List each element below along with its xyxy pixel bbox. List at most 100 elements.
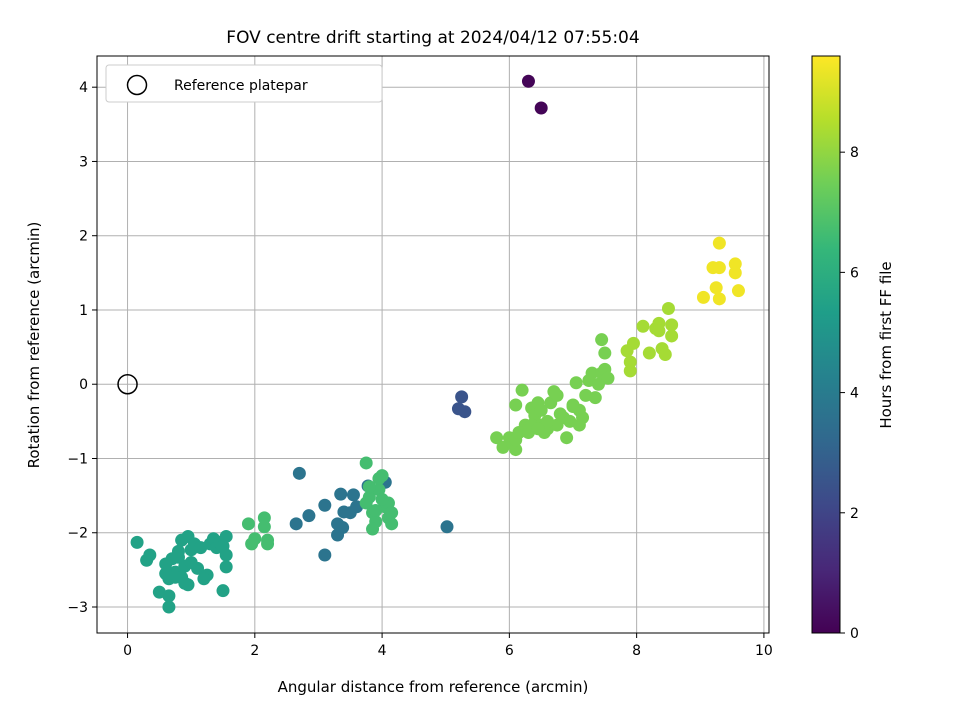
data-point: [184, 555, 198, 569]
data-point: [385, 517, 399, 531]
reference-point: [117, 373, 138, 395]
data-point: [375, 492, 389, 506]
legend-marker-icon: [126, 74, 148, 96]
x-tick-label: 8: [632, 643, 641, 659]
data-point: [359, 456, 373, 470]
data-point: [130, 535, 144, 549]
data-point: [534, 101, 548, 115]
data-point: [257, 511, 271, 525]
data-point: [219, 548, 233, 562]
data-point: [652, 324, 666, 338]
data-point: [318, 548, 332, 562]
data-point: [642, 346, 656, 360]
colorbar-tick-label: 6: [850, 265, 859, 281]
data-point: [658, 348, 672, 362]
data-point: [623, 364, 637, 378]
data-point: [346, 488, 360, 502]
axes: 0 2 4 6 8 10 −3 −2 −1 0 1 2 3 4: [67, 55, 773, 659]
data-point: [534, 403, 548, 417]
y-tick-label: 4: [79, 80, 88, 96]
data-point: [331, 528, 345, 542]
data-point: [665, 318, 679, 332]
data-point: [292, 466, 306, 480]
data-point: [455, 390, 469, 404]
data-point: [712, 292, 726, 306]
data-point: [598, 346, 612, 360]
x-axis-label: Angular distance from reference (arcmin): [278, 678, 589, 696]
data-point: [661, 301, 675, 315]
data-point: [219, 529, 233, 543]
data-point: [261, 537, 275, 551]
y-tick-label: −3: [67, 600, 88, 616]
data-point: [162, 589, 176, 603]
x-tick-label: 0: [123, 643, 132, 659]
data-point: [515, 383, 529, 397]
data-point: [372, 472, 386, 486]
data-point: [731, 284, 745, 298]
colorbar-tick-label: 2: [850, 506, 859, 522]
data-point: [626, 336, 640, 350]
data-point: [219, 560, 233, 574]
plot-frame: [96, 55, 770, 634]
data-point: [636, 319, 650, 333]
data-point: [728, 257, 742, 271]
data-point: [588, 391, 602, 405]
data-point: [569, 376, 583, 390]
data-point: [362, 480, 376, 494]
data-point: [591, 377, 605, 391]
data-point: [509, 398, 523, 412]
data-point: [531, 422, 545, 436]
colorbar: 0 2 4 6 8: [811, 55, 859, 642]
data-point: [197, 572, 211, 586]
data-point: [369, 503, 383, 517]
chart-title: FOV centre drift starting at 2024/04/12 …: [226, 28, 639, 48]
data-point: [257, 520, 271, 534]
data-point: [712, 261, 726, 275]
data-point: [241, 517, 255, 531]
data-point: [490, 431, 504, 445]
data-point: [318, 498, 332, 512]
data-point: [665, 329, 679, 343]
y-tick-label: −1: [67, 451, 88, 467]
legend: Reference platepar: [105, 64, 383, 103]
y-tick-label: 2: [79, 229, 88, 245]
data-points: [117, 74, 745, 614]
data-point: [171, 544, 185, 558]
colorbar-tick-label: 4: [850, 386, 859, 402]
y-tick-label: −2: [67, 526, 88, 542]
data-point: [709, 281, 723, 295]
colorbar-tick-label: 0: [850, 626, 859, 642]
x-tick-label: 6: [505, 643, 514, 659]
y-tick-label: 3: [79, 154, 88, 170]
data-point: [216, 584, 230, 598]
data-point: [696, 290, 710, 304]
colorbar-tick-label: 8: [850, 145, 859, 161]
colorbar-gradient: [811, 55, 841, 634]
data-point: [440, 520, 454, 534]
y-tick-label: 0: [79, 377, 88, 393]
data-point: [566, 400, 580, 414]
data-point: [334, 487, 348, 501]
data-point: [576, 411, 590, 425]
data-point: [521, 74, 535, 88]
y-axis-label: Rotation from reference (arcmin): [25, 222, 43, 469]
y-tick-label: 1: [79, 303, 88, 319]
data-point: [162, 600, 176, 614]
data-point: [289, 517, 303, 531]
data-point: [143, 548, 157, 562]
data-point: [585, 366, 599, 380]
data-point: [623, 355, 637, 369]
data-point: [366, 522, 380, 536]
colorbar-label: Hours from first FF file: [877, 261, 895, 428]
legend-box: [105, 64, 383, 103]
data-point: [601, 371, 615, 385]
x-tick-label: 10: [755, 643, 773, 659]
data-point: [302, 509, 316, 523]
data-point: [550, 388, 564, 402]
legend-entry: Reference platepar: [174, 78, 308, 94]
data-point: [712, 236, 726, 250]
data-point: [541, 414, 555, 428]
data-point: [560, 431, 574, 445]
data-point: [168, 570, 182, 584]
